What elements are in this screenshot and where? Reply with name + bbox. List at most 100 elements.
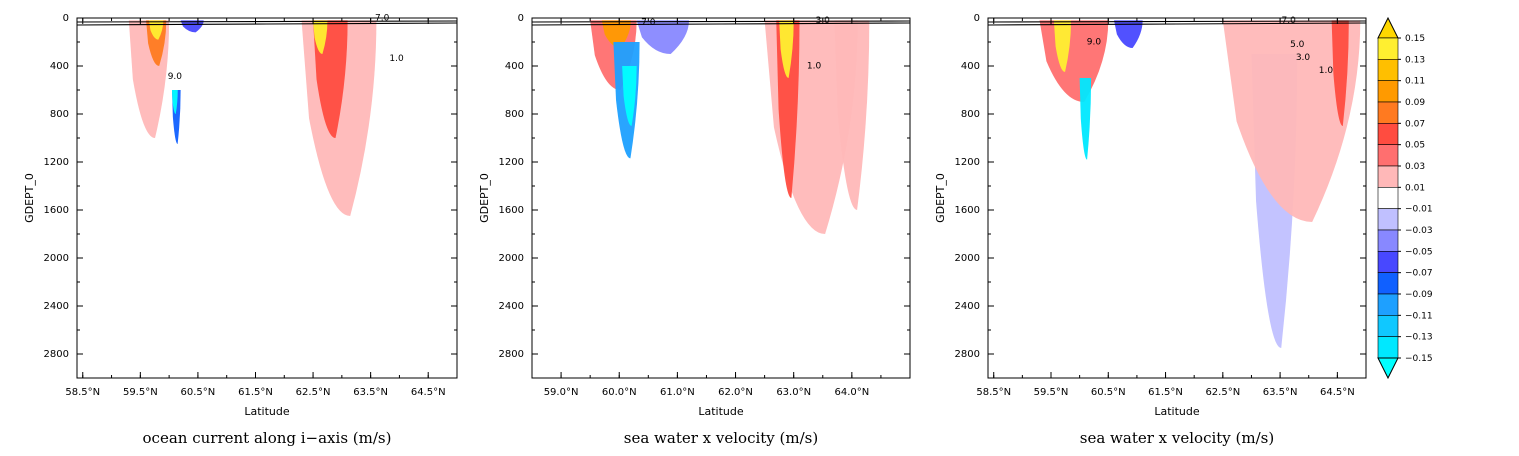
colorbar: 0.15 0.13 0.11 0.09 0.07 0.05 0.03 0.01 −0.01 −0.… <box>1377 16 1433 380</box>
shaded-region <box>636 20 690 54</box>
x-tick-label: 59.0°N <box>544 387 579 398</box>
y-tick-label: 1200 <box>955 157 980 168</box>
shaded-region <box>148 20 164 40</box>
contour-label: 9.0 <box>1087 37 1102 47</box>
shaded-fields <box>1039 20 1361 348</box>
x-tick-label: 63.5°N <box>353 387 388 398</box>
y-axis-title: GDEPT_0 <box>478 173 491 223</box>
y-tick-label: 0 <box>63 13 69 24</box>
colorbar-bin <box>1377 123 1399 145</box>
x-tick-label: 60.5°N <box>181 387 216 398</box>
contour-line <box>76 22 458 26</box>
y-tick-label: 2400 <box>499 301 524 312</box>
colorbar-label: −0.11 <box>1405 311 1433 321</box>
colorbar-label: −0.05 <box>1405 247 1433 257</box>
colorbar-label: 0.01 <box>1405 183 1425 193</box>
colorbar-label: 0.11 <box>1405 77 1425 87</box>
shaded-fields <box>128 20 377 217</box>
y-tick-label: 400 <box>505 61 524 72</box>
y-tick-label: 400 <box>50 61 69 72</box>
x-tick-label: 59.5°N <box>123 387 158 398</box>
x-tick-label: 62.5°N <box>296 387 331 398</box>
contour-label: 3.0 <box>1296 53 1311 63</box>
y-tick-label: 800 <box>505 109 524 120</box>
x-tick-label: 63.5°N <box>1263 387 1298 398</box>
y-axis-title: GDEPT_0 <box>23 173 36 223</box>
panel-title: ocean current along i−axis (m/s) <box>143 429 392 447</box>
x-tick-label: 64.0°N <box>834 387 869 398</box>
colorbar-label: 0.05 <box>1405 141 1425 151</box>
shaded-region <box>1114 20 1143 48</box>
y-tick-label: 2800 <box>44 349 69 360</box>
y-tick-label: 2000 <box>44 253 69 264</box>
shaded-region <box>313 20 328 54</box>
colorbar-label: −0.03 <box>1405 226 1433 236</box>
panel-1: 7.01.09.004008001200160020002400280058.5… <box>23 13 458 447</box>
x-tick-label: 62.5°N <box>1205 387 1240 398</box>
x-tick-label: 61.5°N <box>238 387 273 398</box>
colorbar-bin <box>1377 272 1399 295</box>
x-tick-label: 59.5°N <box>1034 387 1069 398</box>
x-tick-label: 60.5°N <box>1091 387 1126 398</box>
colorbar-label: −0.15 <box>1405 354 1433 364</box>
contour-lines <box>531 20 911 26</box>
colorbar-label: 0.13 <box>1405 55 1425 65</box>
shaded-region <box>1079 78 1092 160</box>
colorbar-label: 0.07 <box>1405 119 1425 129</box>
y-tick-label: 400 <box>961 61 980 72</box>
colorbar-label: 0.09 <box>1405 98 1425 108</box>
colorbar-bin <box>1377 165 1399 188</box>
panel-3: 7.0 9.0 5.0 3.0 1.0 0 400 800 1200 1600 2000 2400 28… <box>934 13 1367 447</box>
y-tick-label: 0 <box>518 13 524 24</box>
plot-frame <box>987 17 1367 379</box>
contour-label: 9.0 <box>168 72 183 82</box>
colorbar-bin <box>1377 208 1399 231</box>
contour-label: 5.0 <box>1290 40 1305 50</box>
colorbar-label: −0.07 <box>1405 269 1433 279</box>
x-axis: 58.5°N 59.5°N 60.5°N 61.5°N 62.5°N 63.5°N 64.5… <box>976 18 1355 398</box>
y-tick-label: 1600 <box>44 205 69 216</box>
y-tick-label: 1200 <box>44 157 69 168</box>
y-tick-label: 2000 <box>955 253 980 264</box>
x-axis-title: Latitude <box>1154 405 1200 418</box>
colorbar-bottom-triangle <box>1377 357 1399 380</box>
y-axis: 0 400 800 1200 1600 2000 2400 2800 <box>955 13 1366 360</box>
shaded-region <box>1053 20 1072 72</box>
colorbar-label: 0.03 <box>1405 162 1425 172</box>
colorbar-label: 0.15 <box>1405 34 1425 44</box>
x-tick-label: 58.5°N <box>65 387 100 398</box>
contour-label: 7.0 <box>1282 16 1297 26</box>
contour-label: 1.0 <box>389 54 404 64</box>
shaded-region <box>622 66 637 126</box>
y-tick-label: 2400 <box>955 301 980 312</box>
y-tick-label: 0 <box>974 13 980 24</box>
y-tick-label: 1600 <box>499 205 524 216</box>
x-tick-label: 60.0°N <box>602 387 637 398</box>
contour-label: 7.0 <box>641 18 656 28</box>
shaded-region <box>601 20 631 48</box>
y-tick-label: 2000 <box>499 253 524 264</box>
panel-title: sea water x velocity (m/s) <box>1080 429 1274 447</box>
x-tick-label: 62.0°N <box>718 387 753 398</box>
panel-title: sea water x velocity (m/s) <box>624 429 818 447</box>
colorbar-label: −0.01 <box>1405 205 1433 215</box>
y-tick-label: 1600 <box>955 205 980 216</box>
colorbar-bin <box>1377 101 1399 124</box>
x-axis-title: Latitude <box>244 405 290 418</box>
x-tick-label: 64.5°N <box>411 387 446 398</box>
colorbar-bin <box>1377 144 1399 167</box>
colorbar-label: −0.13 <box>1405 333 1433 343</box>
x-tick-label: 61.5°N <box>1148 387 1183 398</box>
shaded-region <box>1222 20 1361 223</box>
x-axis-title: Latitude <box>698 405 744 418</box>
shaded-region <box>776 20 800 199</box>
shaded-region <box>834 20 870 211</box>
colorbar-bin <box>1377 59 1399 81</box>
contour-label: 1.0 <box>1319 66 1334 76</box>
y-tick-label: 1200 <box>499 157 524 168</box>
colorbar-bin <box>1377 315 1399 337</box>
colorbar-label: −0.09 <box>1405 290 1433 300</box>
colorbar-bin <box>1377 187 1399 209</box>
plot-frame <box>531 17 911 379</box>
y-tick-label: 2800 <box>499 349 524 360</box>
